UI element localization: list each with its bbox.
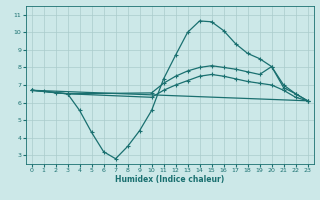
X-axis label: Humidex (Indice chaleur): Humidex (Indice chaleur): [115, 175, 224, 184]
